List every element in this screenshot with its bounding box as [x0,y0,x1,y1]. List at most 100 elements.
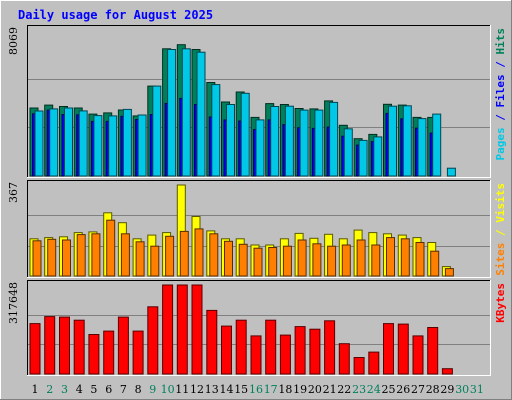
bar-pages-day-5 [93,115,103,177]
bar-kbytes-day-15 [235,319,247,375]
bar-pages-day-29 [446,167,456,177]
x-tick-label-day-14: 14 [220,383,234,396]
x-tick-label-day-12: 12 [190,383,204,396]
x-tick-label-day-7: 7 [120,383,127,396]
bar-kbytes-day-2 [44,316,56,375]
bar-pages-day-16 [255,119,265,177]
bar-kbytes-day-1 [29,323,41,375]
bar-pages-day-19 [299,109,309,177]
bar-kbytes-day-8 [132,330,144,375]
x-tick-label-day-11: 11 [175,383,189,396]
bar-sites-day-12 [194,228,204,277]
bar-pages-day-27 [417,118,427,177]
bar-pages-day-21 [329,101,339,177]
bar-sites-day-17 [268,247,278,277]
bar-sites-day-26 [400,238,410,277]
y-max-label: 8069 [7,27,20,55]
x-tick-label-day-10: 10 [161,383,175,396]
bar-kbytes-day-14 [221,325,232,375]
bar-pages-day-7 [122,108,132,177]
panels-group: 8069 Pages / Files / Hits 367 Sites / Visit… [7,25,507,376]
x-tick-label-day-25: 25 [382,383,396,396]
x-tick-label-day-4: 4 [76,383,83,396]
bar-pages-day-14 [226,104,235,177]
bar-sites-day-13 [209,233,219,277]
bar-kbytes-day-6 [103,330,115,375]
bar-kbytes-day-3 [59,316,70,375]
series-label-part: / [494,223,507,243]
y-max-label: 367 [7,182,20,203]
bar-sites-day-9 [150,245,160,277]
bar-kbytes-day-4 [73,319,85,375]
bar-kbytes-day-25 [383,323,394,375]
x-tick-label-day-17: 17 [264,383,278,396]
series-label: KBytes [494,283,507,323]
x-tick-label-day-1: 1 [32,383,39,396]
x-tick-label-day-20: 20 [308,383,322,396]
series-label-part: / [494,108,507,128]
x-tick-label-day-5: 5 [90,383,97,396]
x-tick-label-day-31: 31 [470,383,484,396]
x-tick-label-day-15: 15 [234,383,248,396]
bar-sites-day-4 [76,234,86,277]
bar-sites-day-6 [106,219,116,277]
bar-kbytes-day-22 [338,343,350,375]
x-tick-label-day-23: 23 [352,383,366,396]
series-label-part: Files [494,74,507,107]
panel-hits_files_pages: 8069 Pages / Files / Hits [7,25,507,178]
bar-sites-day-14 [224,240,233,277]
series-label-part: Sites [494,243,507,276]
bar-sites-day-20 [312,243,322,277]
bar-kbytes-day-29 [441,368,453,375]
series-label-part: / [494,55,507,75]
bar-pages-day-12 [196,51,206,177]
bar-pages-day-1 [34,110,44,177]
x-tick-label-day-13: 13 [205,383,219,396]
bar-sites-day-27 [415,242,425,277]
bar-sites-day-21 [327,245,337,277]
x-tick-label-day-22: 22 [337,383,351,396]
bar-pages-day-25 [388,105,397,177]
x-tick-label-day-8: 8 [135,383,142,396]
panel-kbytes: 317648 KBytes [7,280,507,376]
bar-sites-day-16 [253,247,263,277]
bar-pages-day-15 [240,92,250,177]
x-tick-label-day-21: 21 [323,383,337,396]
bar-kbytes-day-23 [353,357,365,375]
bar-pages-day-17 [270,106,280,177]
x-tick-label-day-19: 19 [293,383,307,396]
bar-sites-day-15 [238,243,248,277]
bar-kbytes-day-17 [265,319,277,375]
bar-sites-day-23 [356,239,366,277]
bar-kbytes-day-21 [324,320,336,375]
bar-sites-day-3 [62,239,71,277]
bar-kbytes-day-28 [427,327,439,375]
bar-sites-day-7 [120,233,130,277]
bar-pages-day-9 [152,85,162,177]
bar-kbytes-day-26 [397,323,409,375]
bar-kbytes-day-20 [309,328,321,375]
bar-sites-day-5 [91,233,101,277]
y-max-label: 317648 [7,282,20,324]
bar-pages-day-13 [211,84,221,177]
bar-pages-day-11 [181,48,191,177]
bar-pages-day-6 [108,115,118,177]
x-tick-label-day-3: 3 [61,383,68,396]
bar-pages-day-2 [49,108,59,177]
bar-kbytes-day-19 [294,326,306,375]
bar-sites-day-10 [165,235,175,277]
x-tick-label-day-27: 27 [411,383,425,396]
x-tick-label-day-24: 24 [367,383,381,396]
x-tick-label-day-18: 18 [278,383,292,396]
series-label: Pages / Files / Hits [494,28,507,161]
bar-pages-day-24 [373,136,383,177]
bar-sites-day-29 [444,268,454,277]
bar-sites-day-25 [386,237,395,277]
bar-sites-day-1 [32,240,42,277]
x-axis-labels: 1 2 3 4 5 6 7 8 9 10 11 12 13 14 15 16 17 18 19 20 21 22 23 24 2… [32,383,484,396]
x-tick-label-day-28: 28 [426,383,440,396]
bar-kbytes-day-7 [117,316,129,375]
x-tick-label-day-29: 29 [440,383,454,396]
bar-pages-day-20 [314,109,324,177]
